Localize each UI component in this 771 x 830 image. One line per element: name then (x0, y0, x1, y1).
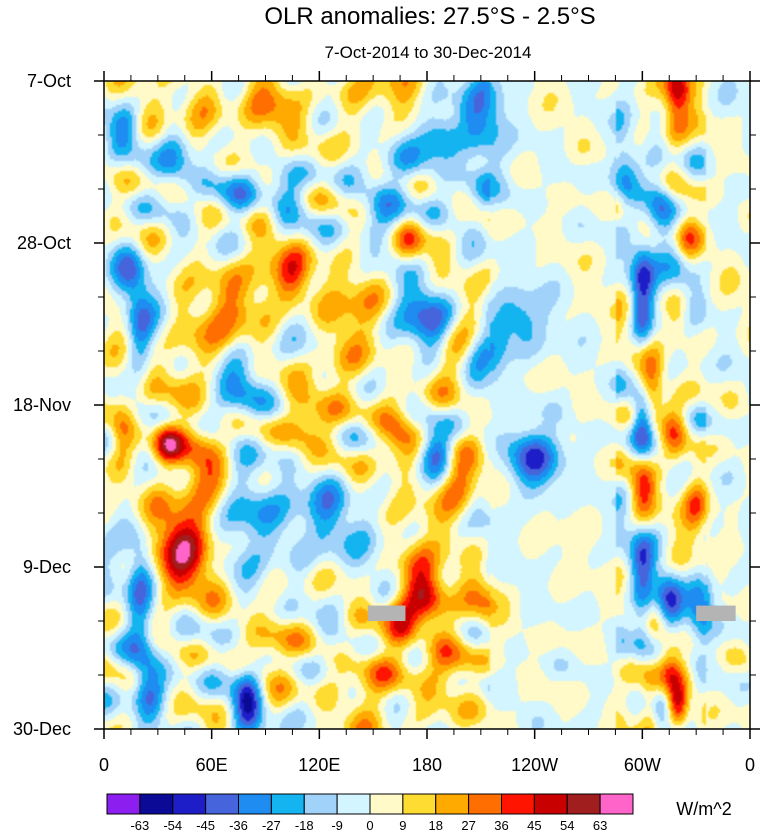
plot-area (103, 80, 751, 730)
missing-data-layer (367, 605, 736, 621)
heatmap-field (104, 81, 750, 729)
colorbar-label: 54 (560, 818, 574, 830)
colorbar-swatch (435, 793, 470, 815)
y-tick-label: 7-Oct (27, 71, 71, 91)
y-tick-label: 9-Dec (23, 557, 71, 577)
colorbar-swatch (336, 793, 371, 815)
colorbar-label: 0 (366, 818, 373, 830)
colorbar-swatch (172, 793, 207, 815)
axis-ticks: 0 60E 120E 180 120W 60W 0 7-Oct 28-Oct 18-Nov 9-De… (13, 71, 760, 775)
colorbar-swatch (599, 793, 634, 815)
colorbar-label: 27 (461, 818, 475, 830)
y-tick-label: 28-Oct (17, 233, 71, 253)
colorbar-label: 63 (593, 818, 607, 830)
x-tick-label: 60E (196, 755, 228, 775)
chart-subtitle: 7-Oct-2014 to 30-Dec-2014 (325, 43, 532, 62)
x-tick-label: 180 (412, 755, 442, 775)
colorbar-label: 18 (429, 818, 443, 830)
colorbar-label: 45 (527, 818, 541, 830)
colorbar-swatch (468, 793, 502, 815)
colorbar-label: -63 (130, 818, 149, 830)
colorbar-swatch (270, 793, 305, 815)
colorbar-label: 9 (399, 818, 406, 830)
x-tick-label: 120E (298, 755, 340, 775)
missing-data-region (696, 605, 736, 621)
colorbar-label: -27 (262, 818, 281, 830)
y-tick-label: 30-Dec (13, 719, 71, 739)
colorbar-label: -54 (163, 818, 182, 830)
colorbar-swatch (106, 793, 141, 815)
colorbar-swatch (369, 793, 404, 815)
units-label: W/m^2 (676, 799, 731, 819)
colorbar-swatch (205, 793, 239, 815)
x-tick-label: 120W (511, 755, 558, 775)
colorbar-label: -9 (331, 818, 343, 830)
colorbar-swatch (533, 793, 568, 815)
x-tick-label: 0 (745, 755, 755, 775)
colorbar-label: -18 (295, 818, 314, 830)
colorbar-label: -36 (229, 818, 248, 830)
colorbar-swatch (139, 793, 174, 815)
colorbar-swatch (238, 793, 272, 815)
missing-data-region (367, 605, 406, 621)
x-tick-label: 60W (624, 755, 661, 775)
colorbar-label: 36 (494, 818, 508, 830)
colorbar: -63 -54 -45 -36 -27 -18 -9 0 9 18 27 36 45 54 63 (106, 793, 634, 830)
x-tick-label: 0 (99, 755, 109, 775)
colorbar-swatch (303, 793, 338, 815)
y-tick-label: 18-Nov (13, 395, 71, 415)
colorbar-swatch (402, 793, 437, 815)
colorbar-swatch (566, 793, 601, 815)
colorbar-label: -45 (196, 818, 215, 830)
chart-title: OLR anomalies: 27.5°S - 2.5°S (264, 3, 595, 30)
colorbar-swatch (501, 793, 535, 815)
